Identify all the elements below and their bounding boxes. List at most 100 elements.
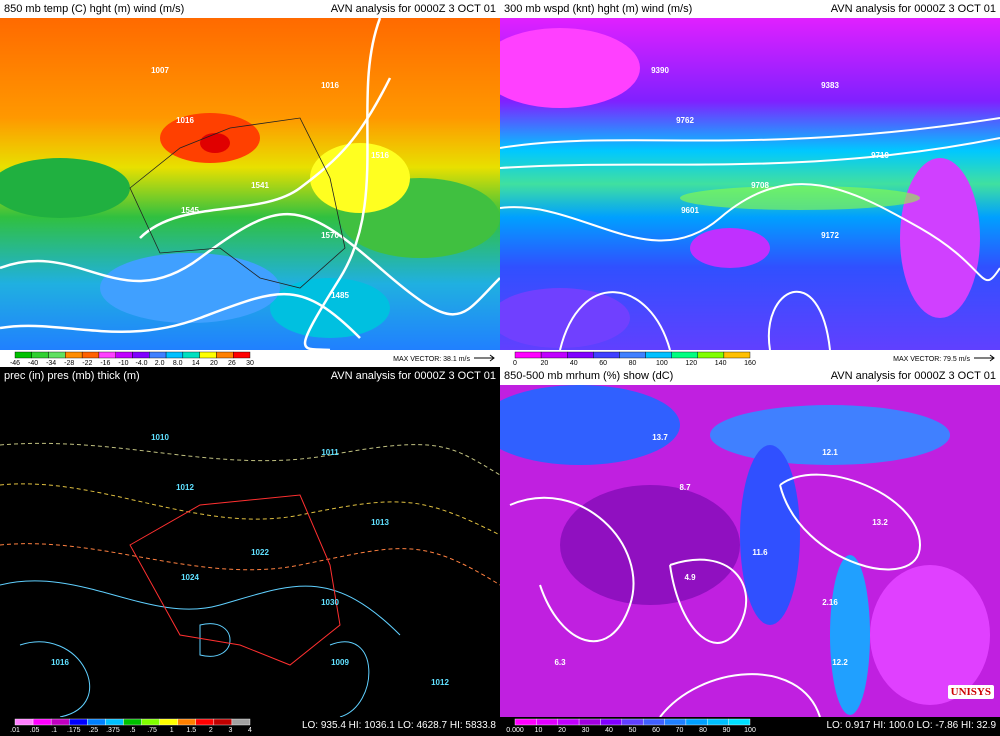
panel-rel-humidity: 850-500 mb mrhum (%) show (dC) AVN analys…: [500, 367, 1000, 734]
colorbar-label: 30: [246, 360, 254, 367]
colorbar-swatch: [105, 718, 124, 726]
map: 1010 1011 1012 1013 1022 1024 1030 1009 1016 1012: [0, 385, 500, 717]
colorbar-label: 8.0: [173, 360, 183, 367]
pressure-label: 1516: [371, 151, 389, 160]
colorbar-swatch: [536, 718, 558, 726]
colorbar-swatch: [707, 718, 729, 726]
pressure-label: 9172: [821, 231, 839, 240]
panel-title: 850-500 mb mrhum (%) show (dC): [504, 370, 674, 382]
panel-header: prec (in) pres (mb) thick (m) AVN analysi…: [0, 367, 500, 385]
footer-info: MAX VECTOR: 79.5 m/s: [893, 356, 970, 363]
colorbar-swatch: [14, 718, 34, 726]
pressure-label: 4.9: [684, 573, 696, 582]
panel-850mb-temp: 850 mb temp (C) hght (m) wind (m/s) AVN a…: [0, 0, 500, 367]
colorbar-swatch: [642, 718, 665, 726]
pressure-label: 1016: [176, 116, 194, 125]
colorbar-label: 70: [676, 727, 684, 734]
pressure-label: 9719: [871, 151, 889, 160]
colorbar-swatch: [231, 718, 251, 726]
pressure-label: 1011: [321, 448, 339, 457]
pressure-label: 9383: [821, 81, 839, 90]
pressure-label: 9708: [751, 181, 769, 190]
colorbar-swatch: [65, 351, 83, 359]
logo: UNISYS: [947, 685, 994, 699]
colorbar-label: 80: [699, 727, 707, 734]
colorbar-swatch: [48, 351, 66, 359]
pressure-label: 1009: [331, 658, 349, 667]
pressure-label: 12.1: [822, 448, 838, 457]
colorbar-label: -10: [118, 360, 128, 367]
colorbar-swatch: [728, 718, 751, 726]
vector-arrow: [474, 354, 495, 362]
colorbar-swatch: [671, 351, 698, 359]
pressure-label: 1022: [251, 548, 269, 557]
colorbar-swatch: [182, 351, 200, 359]
colorbar-label: .25: [88, 727, 98, 734]
panel-header: 850 mb temp (C) hght (m) wind (m/s) AVN a…: [0, 0, 500, 18]
colorbar-label: .75: [147, 727, 157, 734]
colorbar-label: -4.0: [136, 360, 148, 367]
colorbar-label: -46: [10, 360, 20, 367]
colorbar-swatch: [87, 718, 106, 726]
colorbar-label: 90: [723, 727, 731, 734]
colorbar-swatch: [621, 718, 644, 726]
pressure-label: 1016: [51, 658, 69, 667]
pressure-label: 1016: [321, 81, 339, 90]
colorbar-label: 3: [228, 727, 232, 734]
pressure-label: 1007: [151, 66, 169, 75]
map: 1007 1016 1016 1516 1541 1545 1570 1485: [0, 18, 500, 350]
colorbar-label: -22: [82, 360, 92, 367]
colorbar-label: 2: [209, 727, 213, 734]
colorbar-swatch: [697, 351, 725, 359]
panel-subtitle: AVN analysis for 0000Z 3 OCT 01: [830, 370, 996, 382]
panel-subtitle: AVN analysis for 0000Z 3 OCT 01: [830, 3, 996, 15]
colorbar-label: 20: [558, 727, 566, 734]
colorbar-swatch: [593, 351, 620, 359]
colorbar-label: 80: [629, 360, 637, 367]
colorbar-label: 50: [629, 727, 637, 734]
colorbar-swatch: [723, 351, 751, 359]
colorbar-swatch: [177, 718, 196, 726]
colorbar-row: 0.000 10 20 30 40 50 60 70 80 90 100 LO: 0.917 HI: …: [500, 717, 1000, 734]
colorbar-swatch: [645, 351, 672, 359]
colorbar-label: .1: [51, 727, 57, 734]
colorbar-label: 60: [652, 727, 660, 734]
pressure-label: 1012: [176, 483, 194, 492]
colorbar-swatch: [81, 351, 100, 359]
panel-title: 850 mb temp (C) hght (m) wind (m/s): [4, 3, 185, 15]
colorbar-label: .175: [67, 727, 81, 734]
pressure-label: 8.7: [679, 483, 691, 492]
map: 13.7 12.1 8.7 13.2 11.6 4.9 2.16 12.2 6.3: [500, 385, 1000, 717]
colorbar-label: .5: [130, 727, 136, 734]
colorbar-label: 1: [170, 727, 174, 734]
colorbar-swatch: [514, 718, 537, 726]
colorbar-swatch: [115, 351, 133, 359]
colorbar-swatch: [619, 351, 646, 359]
colorbar-swatch: [600, 718, 623, 726]
pressure-label: 1545: [181, 206, 199, 215]
pressure-label: 9390: [651, 66, 669, 75]
footer-info: LO: 0.917 HI: 100.0 LO: -7.86 HI: 32.9: [826, 720, 996, 731]
panel-title: prec (in) pres (mb) thick (m): [4, 370, 140, 382]
panel-subtitle: AVN analysis for 0000Z 3 OCT 01: [330, 370, 496, 382]
colorbar-swatch: [685, 718, 708, 726]
footer-info: LO: 935.4 HI: 1036.1 LO: 4628.7 HI: 5833…: [302, 720, 496, 731]
colorbar-row: 0 20 40 60 80 100 120 140 160 MAX VECTOR: 79.5 m/…: [500, 350, 1000, 367]
colorbar-label: 0: [513, 360, 517, 367]
colorbar-label: 1.5: [186, 727, 196, 734]
colorbar-row: -46 -40 -34 -28 -22 -16 -10 -4.0 2.0 8.0 14 20 26 30 M…: [0, 350, 500, 367]
colorbar-label: 100: [744, 727, 756, 734]
colorbar-label: 14: [192, 360, 200, 367]
colorbar-swatch: [159, 718, 178, 726]
colorbar-swatch: [557, 718, 580, 726]
colorbar-label: 4: [248, 727, 252, 734]
colorbar-label: 20: [540, 360, 548, 367]
colorbar-swatch: [141, 718, 160, 726]
colorbar-swatch: [149, 351, 167, 359]
colorbar-swatch: [32, 718, 52, 726]
colorbar-swatch: [216, 351, 234, 359]
colorbar-label: 2.0: [155, 360, 165, 367]
panel-precip: prec (in) pres (mb) thick (m) AVN analysi…: [0, 367, 500, 734]
colorbar-label: 30: [582, 727, 590, 734]
